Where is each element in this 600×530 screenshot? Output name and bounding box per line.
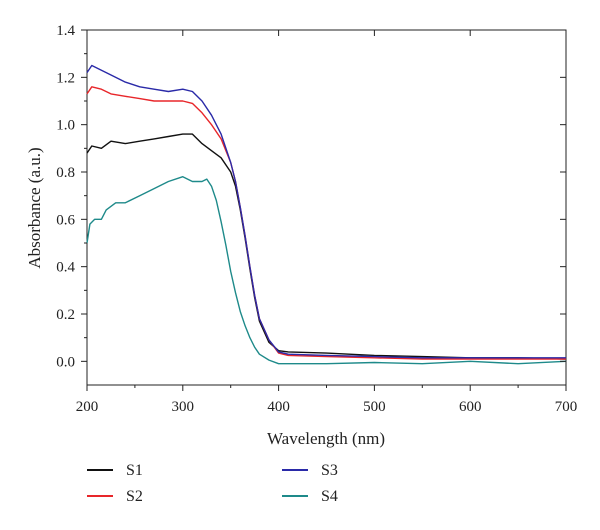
series-line-s2 bbox=[86, 86, 566, 360]
y-axis-title: Absorbance (a.u.) bbox=[25, 147, 44, 268]
legend: S1 S2 S3 S4 bbox=[87, 462, 338, 505]
plot-frame bbox=[86, 29, 567, 386]
x-axis-title: Wavelength (nm) bbox=[267, 429, 385, 448]
y-tick-label: 0.0 bbox=[56, 354, 75, 370]
legend-label-s4: S4 bbox=[321, 488, 338, 505]
y-tick-label: 1.4 bbox=[56, 23, 75, 39]
y-tick-label: 0.6 bbox=[56, 212, 75, 228]
y-tick-label: 1.2 bbox=[56, 70, 75, 86]
legend-label-s1: S1 bbox=[126, 462, 143, 479]
x-tick-label: 700 bbox=[555, 399, 578, 415]
series-layer bbox=[86, 64, 567, 365]
y-tick-label: 0.8 bbox=[56, 165, 75, 181]
x-tick-label: 300 bbox=[172, 399, 195, 415]
y-tick-label: 1.0 bbox=[56, 118, 75, 134]
y-axis: 0.0 0.2 0.4 0.6 0.8 1.0 1.2 1.4 bbox=[56, 23, 566, 370]
legend-label-s3: S3 bbox=[321, 462, 338, 479]
x-tick-label: 400 bbox=[267, 399, 290, 415]
y-tick-label: 0.2 bbox=[56, 307, 75, 323]
series-line-s3 bbox=[86, 64, 566, 359]
x-axis: 200 300 400 500 600 700 bbox=[76, 30, 578, 415]
series-line-s4 bbox=[86, 175, 567, 365]
x-tick-label: 200 bbox=[76, 399, 99, 415]
series-line-s1 bbox=[86, 133, 567, 360]
x-tick-label: 500 bbox=[363, 399, 386, 415]
legend-label-s2: S2 bbox=[126, 488, 143, 505]
x-tick-label: 600 bbox=[459, 399, 482, 415]
plot-border bbox=[86, 29, 567, 386]
y-tick-label: 0.4 bbox=[56, 260, 75, 276]
